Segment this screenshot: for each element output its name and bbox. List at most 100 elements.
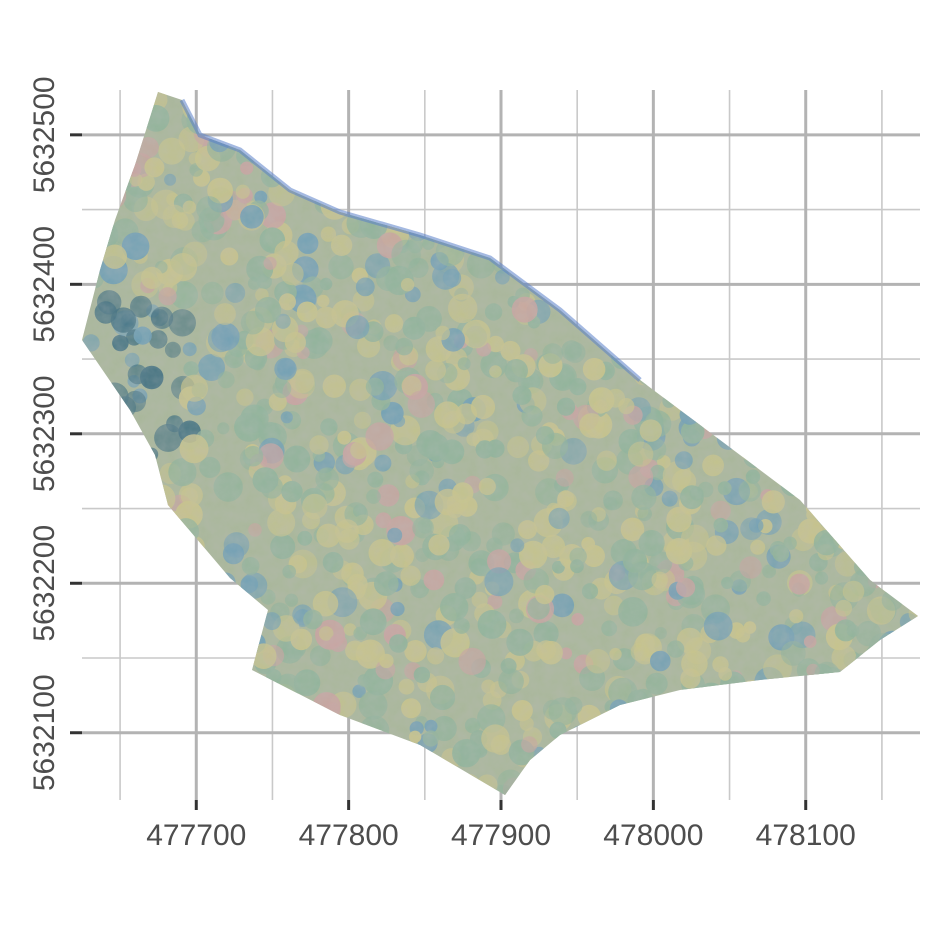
tree-crown (358, 765, 375, 782)
tree-crown (304, 739, 318, 753)
tree-crown (543, 133, 569, 160)
tree-crown (823, 181, 849, 207)
tree-crown (840, 92, 860, 111)
tree-crown (375, 120, 388, 133)
tree-crown (267, 697, 294, 724)
tree-crown (701, 365, 721, 384)
tree-crown (90, 174, 120, 204)
tree-crown (578, 177, 598, 196)
tree-crown (907, 706, 918, 725)
tree-crown (537, 115, 557, 134)
tree-crown (505, 190, 529, 215)
tree-crown (548, 94, 563, 110)
tree-crown (144, 698, 171, 725)
tree-crown (286, 707, 307, 728)
tree-crown (404, 161, 423, 180)
tree-crown (461, 92, 490, 119)
tree-crown (165, 750, 193, 778)
tree-crown (317, 739, 335, 757)
tree-crown (777, 438, 790, 451)
tree-crown (783, 696, 798, 711)
tree-crown (120, 595, 145, 621)
tree-crown (844, 769, 871, 795)
tree-crown (228, 699, 252, 723)
tree-crown (140, 620, 154, 634)
tree-crown (659, 309, 685, 336)
tree-crown (82, 525, 102, 545)
tree-crown (619, 204, 644, 229)
tree-crown (898, 492, 918, 517)
tree-crown (596, 159, 620, 182)
tree-crown (332, 751, 357, 776)
tree-crown (217, 774, 236, 793)
tree-crown (907, 92, 918, 99)
tree-crown (786, 147, 816, 177)
tree-crown (532, 782, 550, 795)
tree-crown (862, 663, 878, 679)
tree-crown (593, 92, 624, 120)
tree-crown (823, 689, 852, 718)
tree-crown (892, 254, 918, 285)
tree-crown (890, 463, 907, 480)
tree-crown (169, 782, 184, 795)
tree-crown (674, 227, 692, 244)
tree-crown (528, 173, 544, 188)
tree-crown (900, 698, 918, 726)
tree-crown (84, 152, 100, 169)
tree-crown (668, 158, 682, 172)
tree-crown (888, 179, 905, 196)
tree-crown (217, 583, 243, 610)
tree-crown (82, 427, 95, 456)
tree-crown (233, 108, 246, 121)
tree-crown (832, 148, 849, 165)
tree-crown (894, 164, 918, 192)
tree-crown (769, 312, 798, 340)
tree-crown (875, 691, 895, 710)
tree-crown (910, 711, 918, 729)
tree-crown (692, 172, 705, 186)
tree-crown (737, 341, 753, 356)
tree-crown (541, 95, 560, 113)
tree-crown (660, 92, 675, 93)
tree-crown (902, 228, 918, 245)
tree-crown (229, 669, 249, 688)
tree-crown (677, 282, 706, 311)
tree-crown (914, 521, 918, 542)
tree-crown (337, 752, 355, 770)
tree-crown (278, 92, 301, 106)
tree-crown (771, 218, 797, 244)
tree-crown (852, 542, 878, 568)
tree-crown (122, 512, 151, 540)
tree-crown (566, 106, 582, 122)
tree-crown (686, 753, 713, 780)
tree-crown (531, 153, 550, 173)
tree-crown (121, 643, 148, 670)
tree-crown (680, 138, 693, 151)
tree-crown (536, 248, 566, 277)
tree-crown (771, 296, 791, 317)
tree-crown (778, 240, 802, 264)
tree-crown (620, 761, 637, 778)
tree-crown (428, 139, 449, 159)
tree-crown (623, 265, 641, 283)
tree-crown (777, 768, 794, 786)
tree-crown (378, 745, 400, 766)
tree-crown (575, 285, 604, 314)
tree-crown (601, 217, 616, 232)
tree-crown (920, 454, 936, 470)
tree-crown (695, 107, 725, 138)
tree-crown (672, 313, 687, 328)
tree-crown (755, 781, 786, 795)
y-tick-label: 5632400 (28, 226, 61, 343)
tree-crown (670, 236, 694, 260)
tree-crown (321, 731, 341, 751)
tree-crown (168, 652, 183, 667)
tree-crown (811, 291, 833, 314)
tree-crown (696, 745, 710, 759)
tree-crown (911, 358, 918, 377)
tree-crown (235, 688, 255, 708)
tree-crown (746, 696, 761, 711)
tree-crown (855, 522, 870, 536)
tree-crown (511, 181, 536, 207)
tree-crown (889, 241, 911, 263)
